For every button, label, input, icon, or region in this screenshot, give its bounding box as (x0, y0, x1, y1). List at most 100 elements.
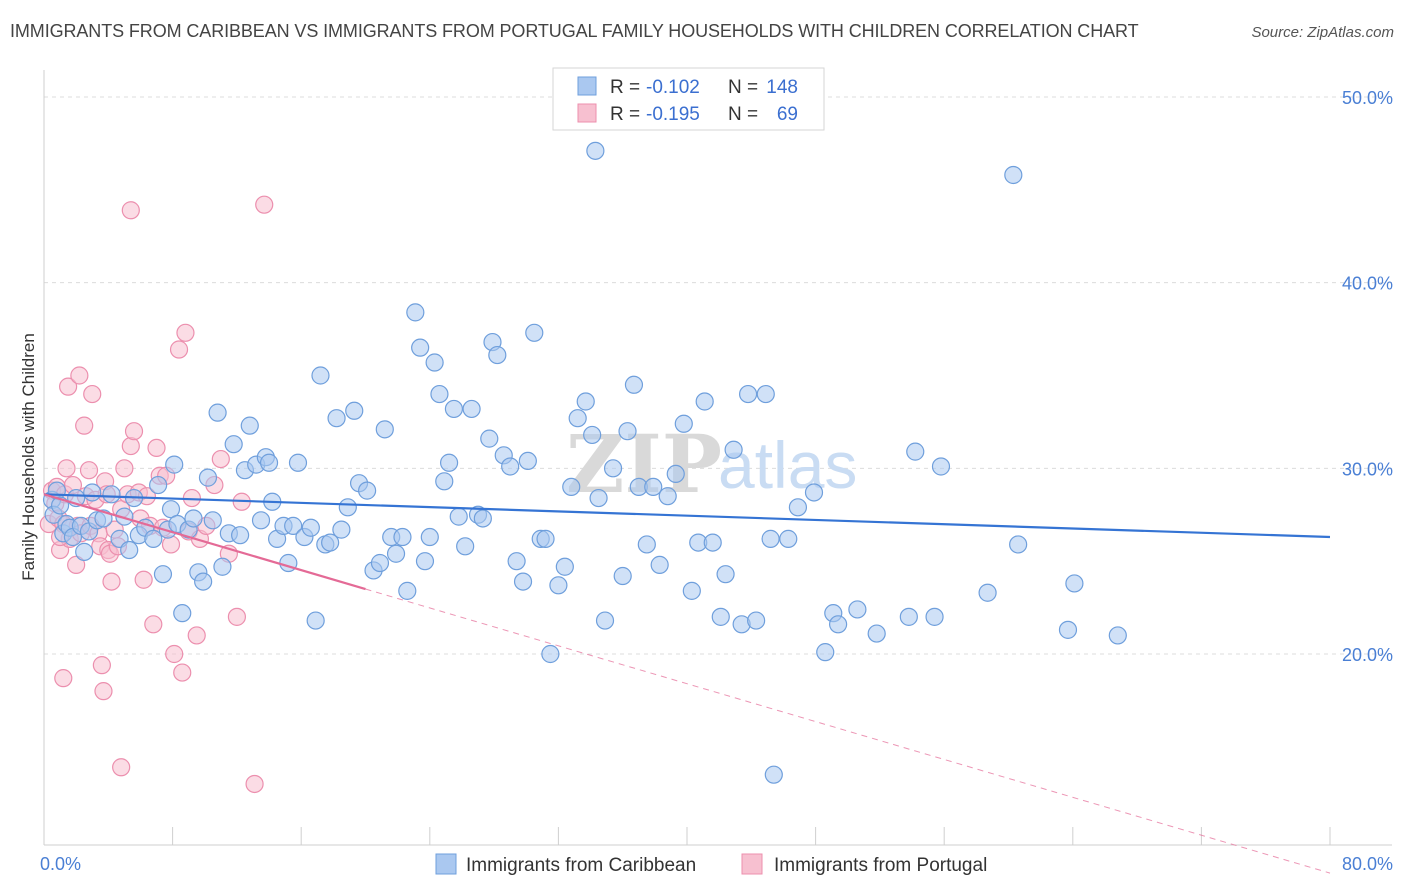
caribbean-point (224, 435, 243, 454)
caribbean-point (848, 600, 867, 619)
portugal-point (173, 663, 192, 682)
y-tick-labels: 20.0% 30.0% 40.0% 50.0% (1342, 88, 1393, 665)
legend-n-value-caribbean: 148 (766, 77, 798, 98)
caribbean-point (507, 552, 526, 571)
caribbean-point (311, 366, 330, 385)
caribbean-point (184, 509, 203, 528)
trend-line-portugal (43, 493, 366, 591)
caribbean-point (658, 487, 677, 506)
caribbean-point (284, 516, 303, 535)
caribbean-point (716, 565, 735, 584)
caribbean-point (747, 611, 766, 630)
caribbean-point (173, 604, 192, 623)
y-tick-label: 30.0% (1342, 459, 1393, 479)
caribbean-point (430, 384, 449, 404)
caribbean-point (501, 457, 520, 476)
caribbean-point (906, 442, 925, 461)
caribbean-point (213, 557, 232, 576)
caribbean-point (695, 392, 714, 411)
caribbean-point (439, 453, 459, 472)
caribbean-point (144, 529, 163, 548)
chart-title: IMMIGRANTS FROM CARIBBEAN VS IMMIGRANTS … (10, 21, 1139, 41)
bottom-legend-label-caribbean: Immigrants from Caribbean (466, 855, 696, 876)
portugal-point (79, 461, 99, 480)
caribbean-point (568, 409, 587, 428)
caribbean-point (541, 644, 560, 664)
caribbean-point (931, 457, 951, 476)
portugal-point (211, 449, 230, 469)
portugal-point (134, 570, 153, 589)
caribbean-point (816, 643, 835, 662)
y-tick-label: 20.0% (1342, 645, 1393, 665)
legend-r-value-portugal: -0.195 (646, 104, 700, 125)
caribbean-point (536, 529, 555, 548)
caribbean-point (208, 403, 227, 422)
caribbean-point (153, 565, 173, 584)
caribbean-point (518, 451, 537, 471)
portugal-point (245, 774, 264, 794)
caribbean-point (415, 552, 435, 571)
caribbean-point (240, 416, 259, 435)
portugal-point (169, 340, 189, 359)
caribbean-point (338, 498, 357, 517)
caribbean-point (375, 420, 394, 439)
watermark-atlas: atlas (718, 428, 857, 502)
caribbean-point (462, 399, 481, 419)
portugal-point (112, 758, 131, 777)
portugal-point (67, 555, 86, 574)
caribbean-point (650, 555, 669, 574)
portugal-point (70, 366, 89, 385)
caribbean-point (666, 464, 685, 484)
portugal-point (144, 615, 163, 634)
bottom-legend-swatch-portugal (741, 853, 763, 875)
caribbean-point (1065, 574, 1084, 593)
caribbean-point (829, 615, 848, 634)
caribbean-point (288, 453, 308, 472)
y-tick-label: 40.0% (1342, 274, 1393, 294)
caribbean-point (306, 611, 325, 630)
caribbean-point (198, 468, 218, 487)
caribbean-point (761, 529, 780, 548)
portugal-point (121, 436, 140, 456)
caribbean-point (603, 459, 623, 478)
x-tick-label-max: 80.0% (1342, 854, 1393, 874)
caribbean-point (370, 553, 390, 573)
legend-r-label-caribbean: R = (610, 77, 640, 98)
caribbean-point (711, 607, 730, 626)
caribbean-point (613, 566, 632, 586)
caribbean-point (1058, 620, 1078, 639)
portugal-point (187, 626, 206, 645)
x-ticks (172, 827, 1331, 845)
caribbean-point (779, 529, 798, 548)
caribbean-point (456, 537, 475, 556)
legend-n-label-caribbean: N = (728, 77, 758, 98)
caribbean-points (42, 141, 1127, 784)
caribbean-point (301, 518, 320, 537)
portugal-point (57, 459, 76, 478)
portugal-point (176, 323, 195, 342)
caribbean-point (411, 338, 430, 357)
caribbean-point (756, 384, 775, 404)
portugal-point (161, 535, 181, 554)
caribbean-point (724, 440, 743, 459)
caribbean-point (102, 485, 121, 504)
caribbean-point (738, 384, 758, 404)
caribbean-point (386, 544, 406, 563)
y-tick-label: 50.0% (1342, 88, 1393, 108)
portugal-point (165, 644, 184, 664)
caribbean-point (682, 581, 701, 600)
caribbean-point (398, 581, 417, 600)
caribbean-point (583, 425, 602, 445)
trend-line-caribbean (43, 493, 1331, 539)
chart-source: Source: ZipAtlas.com (1251, 24, 1394, 41)
caribbean-point (562, 477, 581, 496)
caribbean-point (358, 481, 377, 500)
caribbean-point (513, 572, 533, 591)
caribbean-point (449, 507, 468, 526)
caribbean-point (674, 414, 693, 433)
caribbean-point (925, 607, 944, 626)
caribbean-point (804, 483, 824, 502)
caribbean-point (618, 422, 637, 441)
caribbean-point (637, 535, 656, 554)
portugal-point (147, 438, 166, 458)
